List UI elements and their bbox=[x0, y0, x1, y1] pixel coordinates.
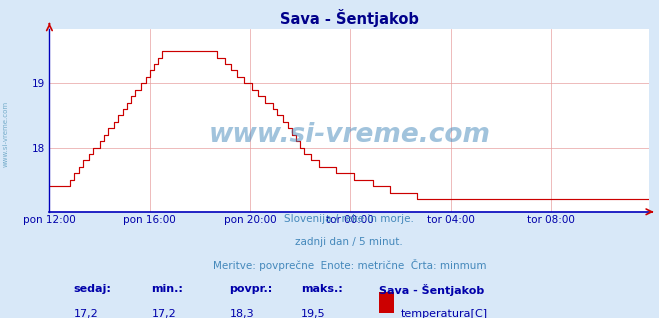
Text: zadnji dan / 5 minut.: zadnji dan / 5 minut. bbox=[295, 237, 403, 246]
Title: Sava - Šentjakob: Sava - Šentjakob bbox=[280, 10, 418, 27]
Text: Slovenija / reke in morje.: Slovenija / reke in morje. bbox=[284, 214, 415, 224]
Text: Meritve: povprečne  Enote: metrične  Črta: minmum: Meritve: povprečne Enote: metrične Črta:… bbox=[212, 259, 486, 271]
Text: sedaj:: sedaj: bbox=[73, 284, 111, 294]
Text: maks.:: maks.: bbox=[301, 284, 343, 294]
Text: 18,3: 18,3 bbox=[229, 309, 254, 318]
Text: 17,2: 17,2 bbox=[152, 309, 176, 318]
Bar bbox=[380, 292, 394, 313]
Text: www.si-vreme.com: www.si-vreme.com bbox=[208, 122, 490, 148]
Text: 19,5: 19,5 bbox=[301, 309, 326, 318]
Text: Sava - Šentjakob: Sava - Šentjakob bbox=[380, 284, 484, 296]
Text: 17,2: 17,2 bbox=[73, 309, 98, 318]
Text: www.si-vreme.com: www.si-vreme.com bbox=[2, 100, 9, 167]
Text: povpr.:: povpr.: bbox=[229, 284, 273, 294]
Text: min.:: min.: bbox=[152, 284, 183, 294]
Text: temperatura[C]: temperatura[C] bbox=[400, 309, 488, 318]
